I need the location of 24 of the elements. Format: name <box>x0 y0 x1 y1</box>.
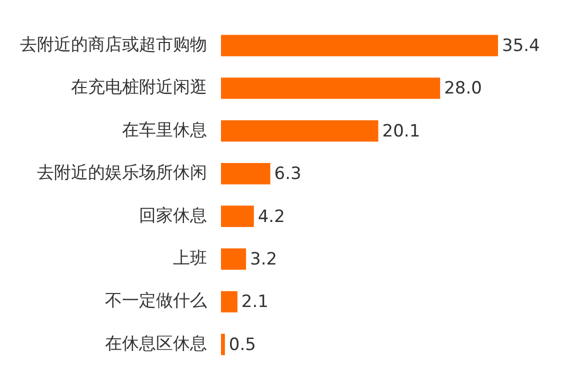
data-label: 4.2 <box>258 206 285 227</box>
y-tick-label: 上班 <box>173 248 207 268</box>
bar <box>221 206 254 228</box>
y-tick-label: 在车里休息 <box>122 120 207 140</box>
bar <box>221 291 238 312</box>
y-tick-label: 回家休息 <box>139 206 207 226</box>
y-tick-label: 不一定做什么 <box>105 291 207 312</box>
y-tick-label: 在充电桩附近闲逛 <box>71 78 207 98</box>
data-label: 6.3 <box>274 164 302 184</box>
data-label: 35.4 <box>502 36 540 56</box>
data-label: 2.1 <box>241 292 268 312</box>
data-label: 3.2 <box>250 249 278 270</box>
data-label: 20.1 <box>382 121 420 142</box>
data-label: 28.0 <box>444 78 482 99</box>
bar <box>221 334 225 356</box>
y-tick-label: 去附近的娱乐场所休闲 <box>37 163 207 184</box>
bar <box>221 248 246 270</box>
data-label: 0.5 <box>228 334 256 355</box>
y-tick-label: 在休息区休息 <box>105 334 207 354</box>
bar <box>221 78 440 99</box>
y-tick-label: 去附近的商店或超市购物 <box>20 34 207 55</box>
bar <box>221 34 498 56</box>
bar <box>221 162 270 184</box>
bar <box>221 120 378 142</box>
